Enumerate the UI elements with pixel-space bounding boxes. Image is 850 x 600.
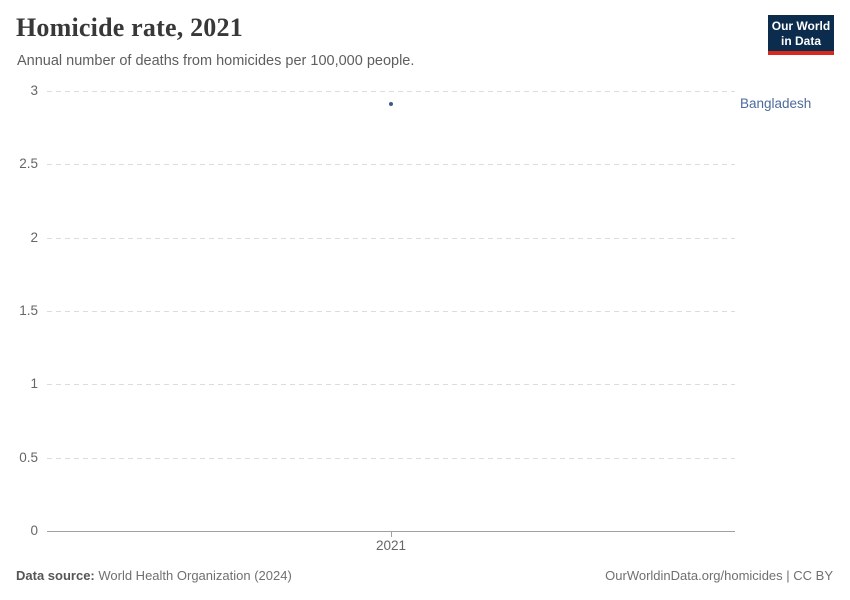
x-axis-line bbox=[47, 531, 735, 532]
y-tick-label-0: 0 bbox=[30, 523, 38, 538]
chart-title: Homicide rate, 2021 bbox=[16, 13, 243, 42]
footer-link[interactable]: OurWorldinData.org/homicides | CC BY bbox=[605, 568, 833, 583]
y-tick-label-1.5: 1.5 bbox=[19, 303, 38, 318]
gridline-1.5 bbox=[47, 311, 735, 312]
chart-subtitle: Annual number of deaths from homicides p… bbox=[17, 53, 415, 69]
data-source-value: World Health Organization (2024) bbox=[94, 568, 292, 583]
y-tick-label-2.5: 2.5 bbox=[19, 156, 38, 172]
x-axis-tick bbox=[390, 532, 392, 537]
gridline-1 bbox=[47, 384, 735, 386]
plot-area bbox=[47, 91, 735, 537]
data-source-label: Data source: bbox=[16, 568, 95, 583]
owid-logo-line2: in Data bbox=[780, 33, 821, 48]
gridline-3 bbox=[47, 91, 735, 92]
y-tick-label-3: 3 bbox=[30, 83, 38, 98]
owid-logo[interactable]: Our World in Data bbox=[768, 15, 834, 55]
series-label-bangladesh[interactable]: Bangladesh bbox=[740, 96, 812, 112]
y-tick-label-0.5: 0.5 bbox=[19, 449, 38, 465]
gridline-2.5 bbox=[47, 164, 735, 166]
x-tick-label: 2021 bbox=[375, 538, 407, 553]
data-point-bangladesh[interactable] bbox=[389, 102, 393, 107]
data-source-text: Data source: World Health Organization (… bbox=[16, 568, 292, 583]
chart-footer: Data source: World Health Organization (… bbox=[16, 568, 833, 583]
gridline-2 bbox=[47, 237, 735, 239]
gridline-0.5 bbox=[47, 457, 735, 459]
y-tick-label-2: 2 bbox=[30, 229, 38, 245]
owid-logo-line1: Our World bbox=[771, 19, 831, 33]
y-tick-label-1: 1 bbox=[30, 376, 38, 392]
